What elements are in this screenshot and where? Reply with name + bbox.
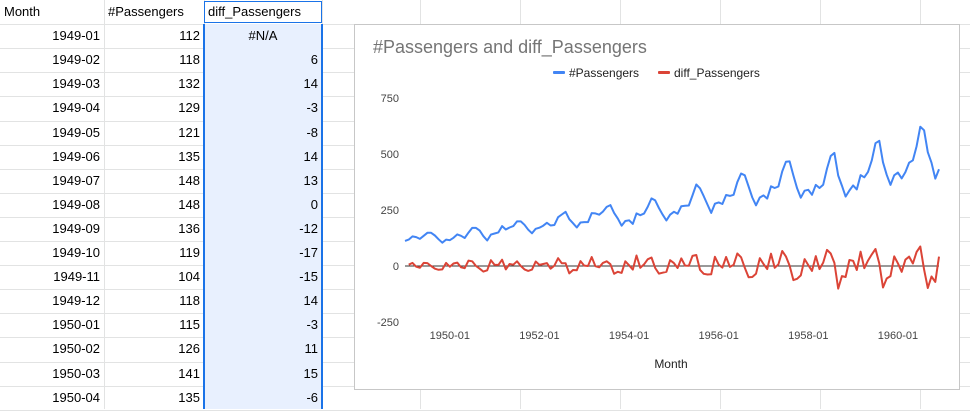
cell-diff[interactable]: 15 bbox=[303, 366, 318, 381]
cell-passengers[interactable]: 126 bbox=[178, 341, 200, 356]
cell-month[interactable]: 1949-06 bbox=[52, 149, 100, 164]
cell-diff[interactable]: -12 bbox=[299, 221, 318, 236]
cell-month[interactable]: 1949-04 bbox=[52, 100, 100, 115]
cell-passengers[interactable]: 119 bbox=[179, 245, 200, 260]
header-cell-month[interactable]: Month bbox=[4, 4, 41, 19]
x-tick-label: 1952-01 bbox=[519, 330, 559, 342]
cell-month[interactable]: 1949-05 bbox=[52, 125, 100, 140]
cell-diff[interactable]: 14 bbox=[303, 149, 318, 164]
cell-passengers[interactable]: 121 bbox=[178, 125, 200, 140]
cell-month[interactable]: 1950-04 bbox=[52, 390, 100, 405]
cell-month[interactable]: 1949-09 bbox=[52, 221, 100, 236]
y-tick-label: 0 bbox=[393, 261, 399, 273]
cell-month[interactable]: 1949-07 bbox=[52, 173, 100, 188]
x-tick-label: 1954-01 bbox=[609, 330, 649, 342]
selection-border bbox=[321, 24, 323, 409]
legend-swatch-passengers bbox=[553, 71, 565, 74]
legend-swatch-diff bbox=[658, 71, 670, 74]
selected-column-highlight bbox=[204, 24, 322, 409]
cell-month[interactable]: 1949-01 bbox=[52, 28, 100, 43]
header-cell-passengers[interactable]: #Passengers bbox=[108, 4, 184, 19]
x-tick-label: 1950-01 bbox=[430, 330, 470, 342]
cell-diff[interactable]: -3 bbox=[306, 100, 318, 115]
cell-diff[interactable]: 0 bbox=[310, 197, 318, 212]
cell-month[interactable]: 1950-01 bbox=[52, 317, 100, 332]
line-chart: #Passengers and diff_Passengers #Passeng… bbox=[373, 37, 940, 371]
cell-month[interactable]: 1949-02 bbox=[52, 52, 100, 67]
legend-label-diff: diff_Passengers bbox=[674, 66, 760, 80]
cell-passengers[interactable]: 115 bbox=[179, 317, 200, 332]
cell-month[interactable]: 1950-02 bbox=[52, 341, 100, 356]
header-cell-diff[interactable]: diff_Passengers bbox=[204, 1, 322, 23]
x-tick-label: 1960-01 bbox=[878, 330, 918, 342]
cell-diff[interactable]: -8 bbox=[306, 125, 318, 140]
cell-passengers[interactable]: 104 bbox=[178, 269, 200, 284]
grid-column-line bbox=[104, 0, 105, 409]
x-axis-label: Month bbox=[654, 357, 687, 371]
cell-passengers[interactable]: 148 bbox=[178, 173, 200, 188]
cell-diff[interactable]: 14 bbox=[303, 293, 318, 308]
x-axis: 1950-01 1952-01 1954-01 1956-01 1958-01 1960-… bbox=[430, 330, 918, 342]
y-axis: 750 500 250 0 -250 bbox=[377, 93, 399, 329]
cell-passengers[interactable]: 118 bbox=[179, 293, 200, 308]
chart-title: #Passengers and diff_Passengers bbox=[373, 37, 647, 58]
y-tick-label: 750 bbox=[381, 93, 399, 105]
y-tick-label: 250 bbox=[381, 205, 399, 217]
legend: #Passengers diff_Passengers bbox=[553, 66, 760, 80]
cell-diff[interactable]: 14 bbox=[303, 76, 318, 91]
chart-container[interactable]: #Passengers and diff_Passengers #Passeng… bbox=[354, 24, 960, 390]
selection-border bbox=[203, 24, 205, 409]
cell-passengers[interactable]: 118 bbox=[179, 52, 200, 67]
cell-month[interactable]: 1949-08 bbox=[52, 197, 100, 212]
cell-diff[interactable]: -15 bbox=[299, 269, 318, 284]
x-tick-label: 1956-01 bbox=[698, 330, 738, 342]
cell-diff[interactable]: #N/A bbox=[248, 28, 278, 43]
legend-label-passengers: #Passengers bbox=[569, 66, 639, 80]
y-tick-label: -250 bbox=[377, 317, 399, 329]
cell-passengers[interactable]: 141 bbox=[178, 366, 200, 381]
series-line-diff bbox=[408, 245, 940, 290]
cell-month[interactable]: 1949-10 bbox=[52, 245, 100, 260]
cell-passengers[interactable]: 136 bbox=[178, 221, 200, 236]
grid-column-line bbox=[322, 0, 323, 409]
cell-diff[interactable]: -6 bbox=[306, 390, 318, 405]
cell-diff[interactable]: -17 bbox=[299, 245, 318, 260]
cell-passengers[interactable]: 132 bbox=[178, 76, 200, 91]
y-tick-label: 500 bbox=[381, 149, 399, 161]
cell-diff[interactable]: 6 bbox=[310, 52, 318, 67]
cell-month[interactable]: 1949-11 bbox=[53, 269, 100, 284]
cell-passengers[interactable]: 135 bbox=[178, 149, 200, 164]
cell-passengers[interactable]: 129 bbox=[178, 100, 200, 115]
cell-month[interactable]: 1949-03 bbox=[52, 76, 100, 91]
cell-passengers[interactable]: 135 bbox=[178, 390, 200, 405]
x-tick-label: 1958-01 bbox=[788, 330, 828, 342]
cell-diff[interactable]: 13 bbox=[303, 173, 318, 188]
cell-month[interactable]: 1950-03 bbox=[52, 366, 100, 381]
cell-month[interactable]: 1949-12 bbox=[52, 293, 100, 308]
series-line-passengers bbox=[404, 125, 940, 244]
cell-passengers[interactable]: 148 bbox=[178, 197, 200, 212]
cell-diff[interactable]: -3 bbox=[306, 317, 318, 332]
cell-diff[interactable]: 11 bbox=[304, 341, 319, 356]
cell-passengers[interactable]: 112 bbox=[179, 28, 200, 43]
